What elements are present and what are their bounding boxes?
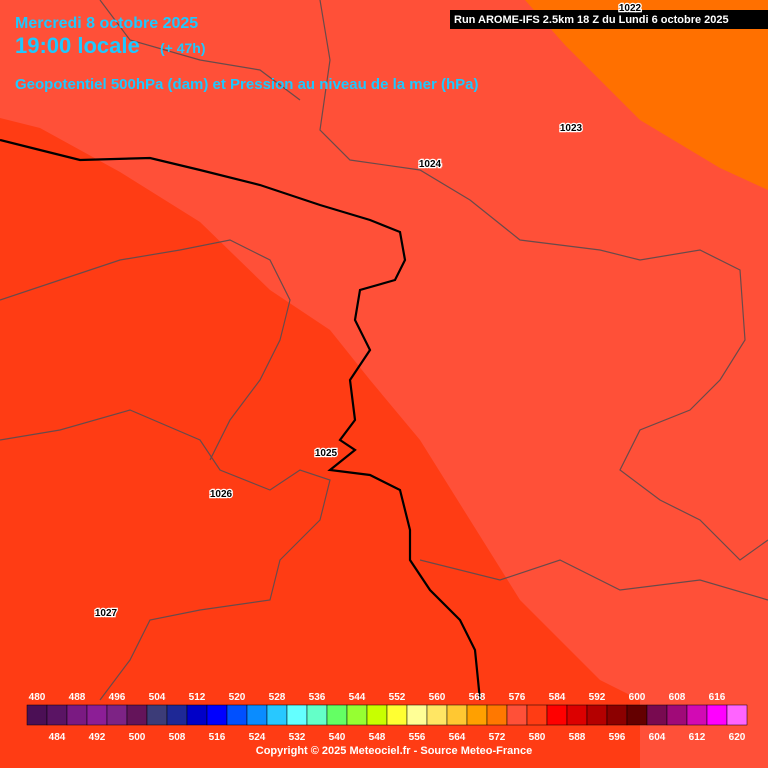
- legend-label: 504: [149, 692, 166, 703]
- boundaries: [0, 0, 768, 701]
- legend-swatch: [306, 704, 328, 726]
- isobar-label: 1026: [210, 489, 233, 500]
- legend-swatch: [706, 704, 728, 726]
- legend-swatch: [546, 704, 568, 726]
- legend-swatch: [506, 704, 528, 726]
- legend-swatch: [66, 704, 88, 726]
- isobar-label: 1022: [619, 3, 642, 14]
- legend-label: 540: [329, 732, 346, 743]
- legend-label: 592: [589, 692, 606, 703]
- border-line: [319, 0, 768, 561]
- legend-label: 532: [289, 732, 306, 743]
- isobar-label: 1027: [95, 608, 118, 619]
- legend-label: 580: [529, 732, 546, 743]
- legend-swatch: [246, 704, 268, 726]
- border-line: [99, 0, 301, 101]
- legend-swatch: [226, 704, 248, 726]
- run-info: Run AROME-IFS 2.5km 18 Z du Lundi 6 octo…: [454, 14, 729, 26]
- legend-swatch: [406, 704, 428, 726]
- legend-label: 552: [389, 692, 406, 703]
- legend-label: 564: [449, 732, 466, 743]
- legend-swatch: [286, 704, 308, 726]
- legend-label: 500: [129, 732, 146, 743]
- legend-label: 556: [409, 732, 426, 743]
- isobar-label: 1023: [560, 123, 583, 134]
- legend-label: 528: [269, 692, 286, 703]
- legend-label: 512: [189, 692, 206, 703]
- legend-swatch: [186, 704, 208, 726]
- legend-label: 600: [629, 692, 646, 703]
- legend-label: 524: [249, 732, 266, 743]
- legend-swatch: [206, 704, 228, 726]
- legend-label: 560: [429, 692, 446, 703]
- legend-swatch: [46, 704, 68, 726]
- legend-swatch: [446, 704, 468, 726]
- legend-swatch: [26, 704, 48, 726]
- legend-swatch: [126, 704, 148, 726]
- legend-swatch: [586, 704, 608, 726]
- legend-label: 484: [49, 732, 66, 743]
- map-title: Geopotentiel 500hPa (dam) et Pression au…: [15, 76, 478, 93]
- legend-label: 508: [169, 732, 186, 743]
- field-572: [525, 0, 768, 190]
- legend-label: 520: [229, 692, 246, 703]
- legend-swatch: [86, 704, 108, 726]
- legend-label: 536: [309, 692, 326, 703]
- field-580: [0, 118, 640, 768]
- legend-swatch: [366, 704, 388, 726]
- time: 19:00 locale: [15, 33, 140, 58]
- border-line: [0, 409, 331, 701]
- lead-time: (+ 47h): [160, 40, 206, 56]
- legend-swatch: [326, 704, 348, 726]
- run-box: [450, 10, 768, 29]
- legend-label: 620: [729, 732, 746, 743]
- legend-swatch: [526, 704, 548, 726]
- legend-label: 584: [549, 692, 566, 703]
- legend-swatch: [166, 704, 188, 726]
- border-line: [0, 239, 291, 461]
- isobar-label: 1024: [419, 159, 442, 170]
- date: Mercredi 8 octobre 2025: [15, 15, 198, 32]
- legend-label: 604: [649, 732, 666, 743]
- legend-label: 612: [689, 732, 706, 743]
- legend-label: 488: [69, 692, 86, 703]
- legend-swatch: [426, 704, 448, 726]
- copyright: Copyright © 2025 Meteociel.fr - Source M…: [256, 745, 532, 757]
- legend-swatch: [106, 704, 128, 726]
- legend-swatch: [626, 704, 648, 726]
- isobar-label: 1025: [315, 448, 338, 459]
- legend-label: 492: [89, 732, 106, 743]
- legend-swatch: [146, 704, 168, 726]
- legend-swatch: [486, 704, 508, 726]
- legend-swatch: [566, 704, 588, 726]
- legend-label: 608: [669, 692, 686, 703]
- legend-swatch: [606, 704, 628, 726]
- legend-label: 544: [349, 692, 366, 703]
- legend-label: 616: [709, 692, 726, 703]
- border-line: [419, 559, 768, 601]
- legend-swatch: [686, 704, 708, 726]
- legend-label: 480: [29, 692, 46, 703]
- legend-swatch: [346, 704, 368, 726]
- legend-label: 576: [509, 692, 526, 703]
- legend-swatch: [266, 704, 288, 726]
- legend-label: 596: [609, 732, 626, 743]
- legend-swatch: [646, 704, 668, 726]
- legend-label: 516: [209, 732, 226, 743]
- legend-label: 496: [109, 692, 126, 703]
- legend-label: 548: [369, 732, 386, 743]
- legend-swatch: [666, 704, 688, 726]
- legend-label: 568: [469, 692, 486, 703]
- legend-swatch: [466, 704, 488, 726]
- legend-swatch: [726, 704, 748, 726]
- legend-label: 572: [489, 732, 506, 743]
- legend-swatch: [386, 704, 408, 726]
- legend-label: 588: [569, 732, 586, 743]
- country-border: [0, 138, 482, 701]
